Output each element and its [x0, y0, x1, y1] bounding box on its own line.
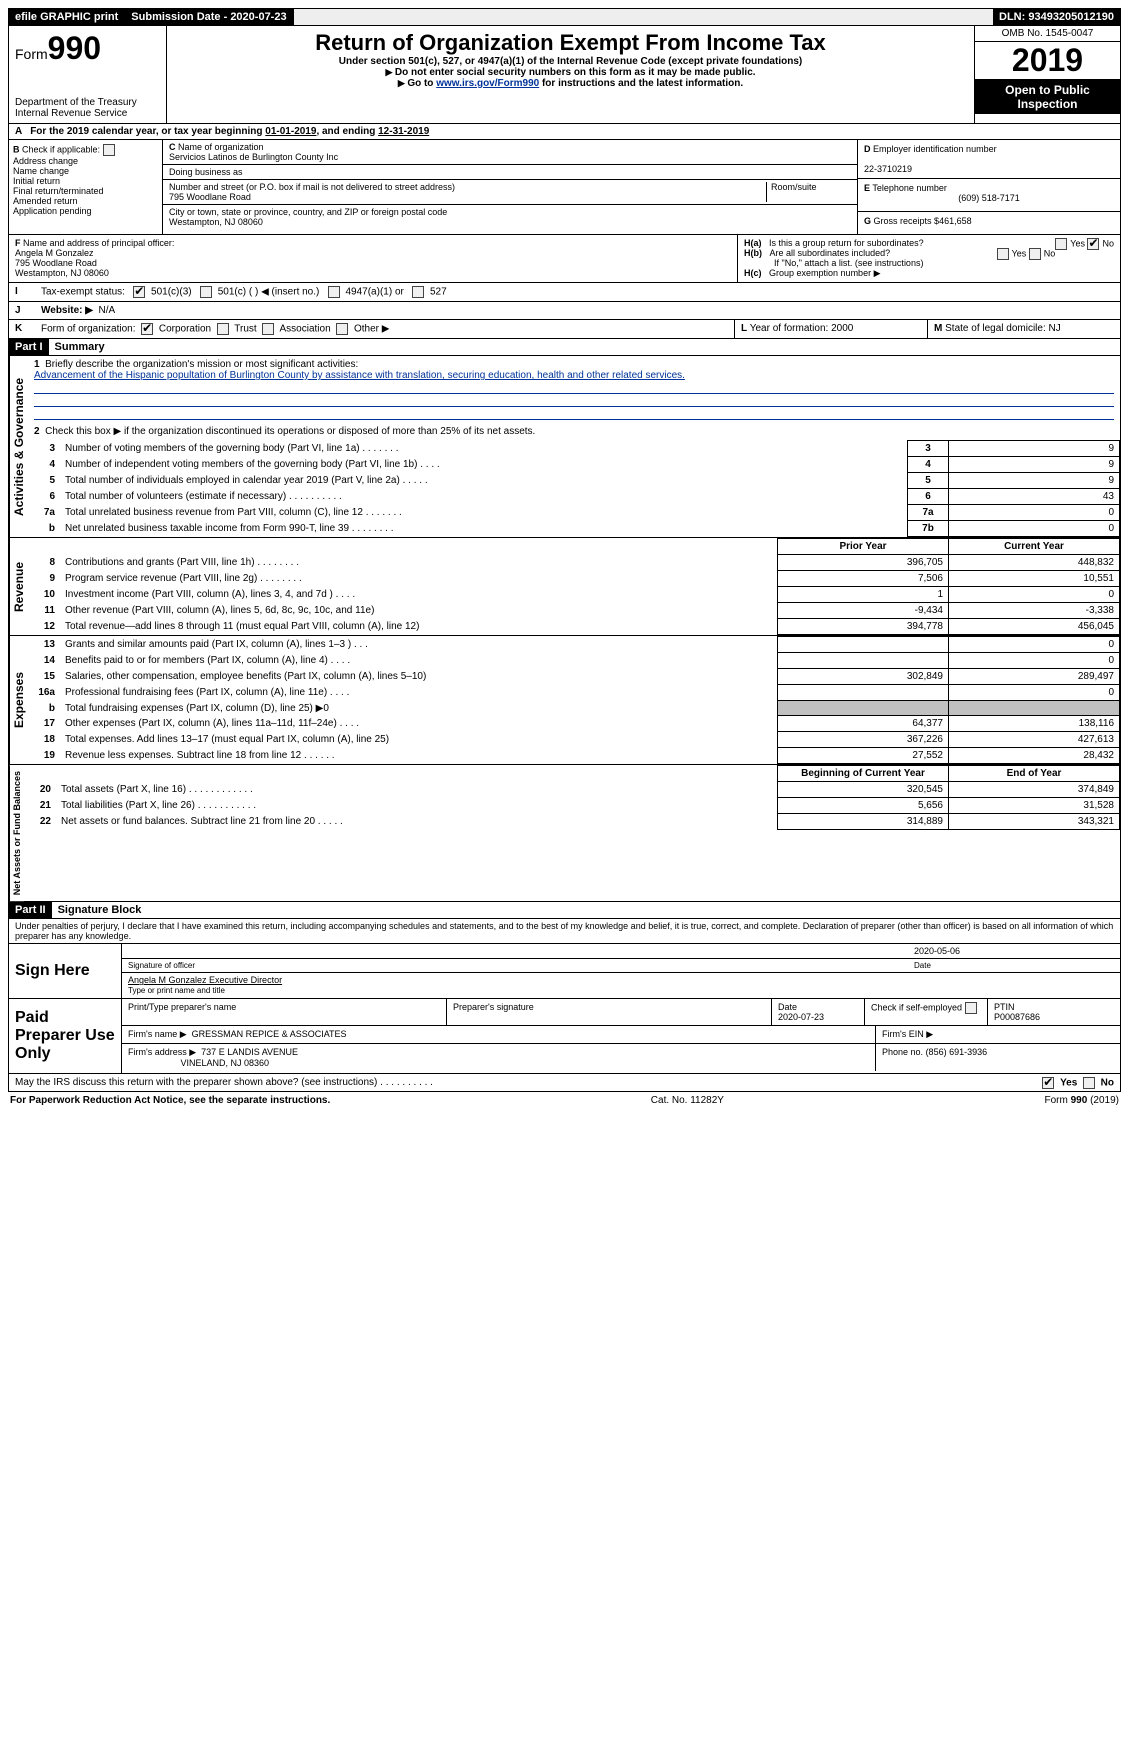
subtitle-2: Do not enter social security numbers on …: [173, 67, 968, 78]
signature-officer-label: Signature of officer: [128, 961, 914, 970]
form-title: Return of Organization Exempt From Incom…: [173, 30, 968, 56]
net-assets-section: Net Assets or Fund Balances Beginning of…: [8, 765, 1121, 902]
checkbox-icon[interactable]: [412, 286, 424, 298]
signature-block: Sign Here 2020-05-06 Signature of office…: [8, 944, 1121, 1092]
checkbox-icon[interactable]: [200, 286, 212, 298]
line-1-mission: 1 Briefly describe the organization's mi…: [28, 356, 1120, 423]
page-footer: For Paperwork Reduction Act Notice, see …: [8, 1092, 1121, 1109]
omb-number: OMB No. 1545-0047: [975, 26, 1120, 42]
firm-ein: Firm's EIN ▶: [876, 1026, 1120, 1043]
efile-topbar: efile GRAPHIC print Submission Date - 20…: [8, 8, 1121, 26]
open-to-public: Open to Public Inspection: [975, 80, 1120, 114]
section-f-h: F Name and address of principal officer:…: [8, 235, 1121, 283]
row-k-l-m: K Form of organization: Corporation Trus…: [8, 320, 1121, 339]
city-state-zip: Westampton, NJ 08060: [169, 217, 263, 227]
checkbox-icon[interactable]: [997, 248, 1009, 260]
revenue-section: Revenue Prior YearCurrent Year8Contribut…: [8, 538, 1121, 636]
name-title-label: Type or print name and title: [128, 986, 225, 995]
phone-box: E Telephone number (609) 518-7171: [858, 178, 1120, 207]
street-address: 795 Woodlane Road: [169, 192, 251, 202]
checkbox-icon[interactable]: [1055, 238, 1067, 250]
ptin: PTINP00087686: [988, 999, 1120, 1025]
checkbox-icon[interactable]: [103, 144, 115, 156]
org-name-box: C Name of organization Servicios Latinos…: [163, 140, 857, 165]
paperwork-notice: For Paperwork Reduction Act Notice, see …: [10, 1095, 330, 1106]
checkbox-icon[interactable]: [217, 323, 229, 335]
firm-address: 737 E LANDIS AVENUE: [201, 1047, 298, 1057]
firm-name: GRESSMAN REPICE & ASSOCIATES: [192, 1029, 347, 1039]
governance-tab: Activities & Governance: [9, 356, 28, 537]
dln: DLN: 93493205012190: [993, 9, 1120, 25]
line-2-discontinued: 2 Check this box ▶ if the organization d…: [28, 423, 1120, 440]
row-a-tax-year: A For the 2019 calendar year, or tax yea…: [8, 124, 1121, 140]
tax-year: 2019: [975, 42, 1120, 80]
checkbox-icon[interactable]: [965, 1002, 977, 1014]
form-footer: Form 990 (2019): [1045, 1095, 1119, 1106]
catalog-number: Cat. No. 11282Y: [651, 1095, 724, 1106]
firm-phone: Phone no. (856) 691-3936: [876, 1044, 1120, 1071]
street-box: Number and street (or P.O. box if mail i…: [163, 180, 857, 205]
dept-treasury: Department of the Treasury: [15, 97, 160, 108]
checkbox-icon[interactable]: [1042, 1077, 1054, 1089]
sign-date: 2020-05-06: [914, 946, 1114, 956]
part-i-header: Part I Summary: [8, 339, 1121, 356]
dba-box: Doing business as: [163, 165, 857, 180]
submission-date: Submission Date - 2020-07-23: [125, 9, 293, 25]
ein-box: D Employer identification number22-37102…: [864, 144, 1114, 174]
expenses-tab: Expenses: [9, 636, 28, 764]
date-label: Date: [914, 961, 1114, 970]
activities-governance: Activities & Governance 1 Briefly descri…: [8, 356, 1121, 538]
checkbox-icon[interactable]: [1029, 248, 1041, 260]
governance-table: 3Number of voting members of the governi…: [28, 440, 1120, 537]
checkbox-icon[interactable]: [1087, 238, 1099, 250]
principal-officer: F Name and address of principal officer:…: [9, 235, 737, 282]
phone-value: (609) 518-7171: [864, 193, 1114, 203]
ein-value: 22-3710219: [864, 164, 912, 174]
org-name: Servicios Latinos de Burlington County I…: [169, 152, 338, 162]
subtitle-1: Under section 501(c), 527, or 4947(a)(1)…: [173, 56, 968, 67]
mission-text: Advancement of the Hispanic popultation …: [34, 370, 685, 381]
subtitle-3: Go to www.irs.gov/Form990 for instructio…: [173, 78, 968, 89]
group-return-h: H(a) Is this a group return for subordin…: [737, 235, 1120, 282]
irs-label: Internal Revenue Service: [15, 108, 160, 119]
paid-preparer-block: Paid Preparer Use Only Print/Type prepar…: [9, 999, 1120, 1073]
revenue-table: Prior YearCurrent Year8Contributions and…: [28, 538, 1120, 635]
section-b-to-g: B Check if applicable: Address change Na…: [8, 140, 1121, 235]
expenses-table: 13Grants and similar amounts paid (Part …: [28, 636, 1120, 764]
preparer-sig-hdr: Preparer's signature: [447, 999, 772, 1025]
net-assets-table: Beginning of Current YearEnd of Year20To…: [24, 765, 1120, 830]
efile-tag: efile GRAPHIC print: [9, 9, 125, 25]
officer-name: Angela M Gonzalez Executive Director: [128, 975, 282, 985]
preparer-date: Date2020-07-23: [772, 999, 865, 1025]
paid-preparer-label: Paid Preparer Use Only: [9, 999, 122, 1073]
form-number: Form990: [15, 30, 160, 67]
checkbox-icon[interactable]: [133, 286, 145, 298]
city-box: City or town, state or province, country…: [163, 205, 857, 229]
discuss-with-preparer: May the IRS discuss this return with the…: [9, 1073, 1120, 1091]
form-header: Form990 Department of the Treasury Inter…: [8, 26, 1121, 124]
self-employed-check: Check if self-employed: [865, 999, 988, 1025]
perjury-statement: Under penalties of perjury, I declare th…: [8, 919, 1121, 944]
preparer-name-hdr: Print/Type preparer's name: [122, 999, 447, 1025]
checkbox-icon[interactable]: [141, 323, 153, 335]
expenses-section: Expenses 13Grants and similar amounts pa…: [8, 636, 1121, 765]
row-i-tax-exempt: I Tax-exempt status: 501(c)(3) 501(c) ( …: [8, 283, 1121, 302]
sign-here-label: Sign Here: [9, 944, 122, 998]
revenue-tab: Revenue: [9, 538, 28, 635]
net-assets-tab: Net Assets or Fund Balances: [9, 765, 24, 901]
col-b-checkboxes: B Check if applicable: Address change Na…: [9, 140, 163, 234]
room-suite: Room/suite: [766, 182, 851, 202]
checkbox-icon[interactable]: [328, 286, 340, 298]
irs-link[interactable]: www.irs.gov/Form990: [436, 78, 539, 89]
checkbox-icon[interactable]: [262, 323, 274, 335]
checkbox-icon[interactable]: [1083, 1077, 1095, 1089]
gross-receipts: G Gross receipts $461,658: [858, 211, 1120, 230]
row-j-website: J Website: ▶ N/A: [8, 302, 1121, 320]
checkbox-icon[interactable]: [336, 323, 348, 335]
part-ii-header: Part II Signature Block: [8, 902, 1121, 919]
